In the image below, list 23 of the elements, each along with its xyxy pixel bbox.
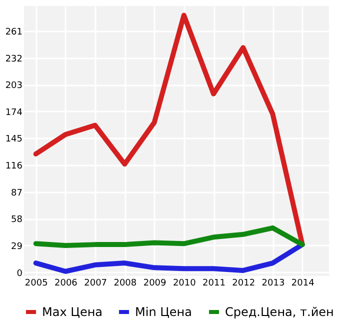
- legend-label: Max Цена: [42, 305, 103, 319]
- legend-label: Сред.Цена, т.йен: [225, 305, 334, 319]
- x-tick-label: 2011: [202, 278, 226, 288]
- x-tick-label: 2010: [172, 278, 196, 288]
- x-tick-label: 2007: [84, 278, 108, 288]
- y-tick-label: 203: [5, 81, 22, 92]
- x-tick-label: 2006: [54, 278, 78, 288]
- y-tick-label: 232: [5, 54, 22, 64]
- y-tick-label: 116: [5, 162, 23, 172]
- y-tick-label: 261: [5, 27, 22, 38]
- x-tick-label: 2008: [114, 278, 137, 288]
- x-tick-label: 2009: [143, 278, 167, 288]
- y-tick-label: 58: [11, 215, 23, 226]
- y-tick-label: 0: [16, 268, 23, 279]
- y-tick-label: 174: [5, 108, 23, 118]
- x-tick-label: 2012: [232, 278, 256, 288]
- legend-label: Min Цена: [135, 305, 192, 319]
- y-tick-label: 87: [11, 188, 22, 198]
- x-tick-label: 2014: [291, 278, 315, 288]
- x-tick-label: 2013: [262, 278, 285, 288]
- y-tick-label: 145: [5, 134, 22, 145]
- x-tick-label: 2005: [24, 278, 48, 288]
- y-tick-label: 29: [11, 242, 23, 252]
